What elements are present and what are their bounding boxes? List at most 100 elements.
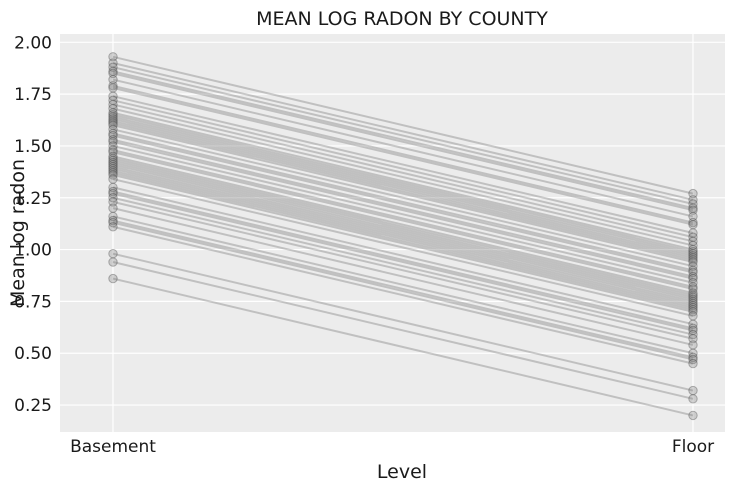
- data-point: [108, 62, 118, 72]
- series-line-group: [108, 151, 698, 298]
- series-line-group: [108, 188, 698, 336]
- series-line: [112, 157, 694, 297]
- series-line-group: [108, 124, 698, 271]
- data-point: [108, 120, 118, 130]
- data-point: [688, 261, 698, 271]
- data-point: [688, 294, 698, 305]
- data-point: [688, 385, 698, 396]
- series-line-group: [108, 155, 698, 302]
- data-point: [108, 58, 118, 68]
- series-line: [112, 221, 694, 361]
- series-line: [112, 167, 694, 307]
- series-line-group: [108, 197, 698, 344]
- series-line-group: [108, 145, 698, 292]
- data-point: [108, 110, 118, 120]
- series-line-group: [108, 135, 698, 282]
- data-point: [688, 253, 698, 263]
- chart-title: MEAN LOG RADON BY COUNTY: [256, 8, 548, 30]
- series-line-group: [108, 170, 698, 317]
- series-line-group: [108, 186, 698, 334]
- data-point: [688, 240, 698, 251]
- series-line-group: [108, 249, 698, 396]
- data-point: [108, 188, 118, 199]
- series-line: [112, 72, 694, 212]
- series-line: [112, 261, 694, 400]
- series-line: [112, 132, 694, 272]
- data-point: [108, 151, 118, 162]
- series-line-group: [108, 215, 698, 363]
- data-point: [688, 302, 698, 313]
- data-point: [108, 157, 118, 168]
- series-line: [112, 86, 694, 226]
- data-point: [108, 116, 118, 126]
- series-line-group: [108, 112, 698, 259]
- data-point: [108, 112, 118, 122]
- series-line-group: [108, 62, 698, 209]
- y-axis-label: Mean log radon: [7, 159, 29, 307]
- series-line: [112, 171, 694, 311]
- data-point: [108, 145, 118, 155]
- data-point: [688, 220, 698, 230]
- x-tick-label: Floor: [672, 437, 714, 457]
- series-line-group: [108, 137, 698, 284]
- y-tick-label: 0.50: [14, 344, 52, 364]
- series-line-group: [108, 157, 698, 305]
- data-point: [688, 265, 698, 276]
- series-line: [112, 84, 694, 224]
- data-point: [688, 340, 698, 350]
- series-line-group: [108, 168, 698, 315]
- data-point: [688, 307, 698, 317]
- data-point: [688, 271, 698, 282]
- data-point: [688, 325, 698, 336]
- data-point: [688, 329, 698, 340]
- data-point: [688, 298, 698, 309]
- series-line-group: [108, 74, 698, 222]
- data-point: [688, 273, 698, 284]
- data-point: [108, 114, 118, 124]
- series-line: [112, 219, 694, 359]
- data-point: [688, 410, 698, 421]
- data-point: [108, 141, 118, 151]
- series-line-group: [108, 52, 698, 199]
- series-line-group: [108, 161, 698, 309]
- plot-background: [60, 34, 725, 432]
- data-point: [108, 99, 118, 110]
- data-point: [108, 108, 118, 118]
- series-line: [112, 128, 694, 268]
- data-point: [108, 273, 118, 284]
- data-point: [688, 249, 698, 259]
- series-line-group: [108, 68, 698, 215]
- series-line-group: [108, 103, 698, 251]
- data-point: [688, 195, 698, 205]
- y-tick-label: 1.50: [14, 137, 52, 157]
- data-point: [688, 257, 698, 267]
- series-line-group: [108, 128, 698, 276]
- data-point: [108, 249, 118, 259]
- series-line: [112, 159, 694, 299]
- data-point: [108, 128, 118, 139]
- series-line: [112, 122, 694, 261]
- series-line: [112, 140, 694, 280]
- series-line-group: [108, 99, 698, 246]
- y-tick-label: 0.25: [14, 396, 52, 416]
- y-tick-label: 2.00: [14, 33, 52, 53]
- y-tick-label: 0.75: [14, 292, 52, 312]
- data-point: [108, 211, 118, 222]
- data-point: [108, 257, 118, 267]
- series-line-group: [108, 166, 698, 313]
- series-line: [112, 178, 694, 317]
- series-line: [112, 103, 694, 243]
- series-line: [112, 165, 694, 305]
- series-line: [112, 151, 694, 290]
- series-line-group: [108, 66, 698, 213]
- data-point: [108, 52, 118, 62]
- series-line-group: [108, 203, 698, 350]
- series-line: [112, 163, 694, 303]
- series-line-group: [108, 217, 698, 365]
- data-point: [108, 74, 118, 85]
- series-line-group: [108, 159, 698, 307]
- series-line-group: [108, 58, 698, 205]
- data-point: [108, 161, 118, 172]
- series-line: [112, 186, 694, 326]
- data-point: [688, 199, 698, 209]
